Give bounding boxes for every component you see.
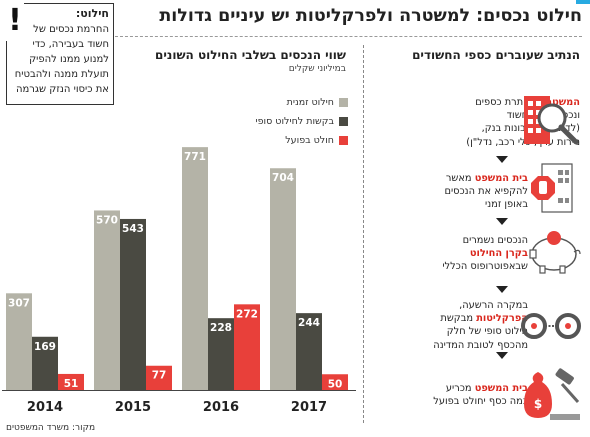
legend-item: חילוט זמנית xyxy=(250,93,348,112)
legend-swatch xyxy=(339,117,348,126)
bar-value-label: 307 xyxy=(8,297,30,309)
step-text-part: מבקשת xyxy=(440,313,477,325)
bar-value-label: 169 xyxy=(34,341,56,353)
flow-step-text: בית המשפט מכריע כמה כסף יחולט בפועל xyxy=(433,382,528,408)
flow-arrow-icon xyxy=(496,286,508,293)
legend-item: בקשות לחילוט סופי xyxy=(250,112,348,131)
flow-arrow-icon xyxy=(496,352,508,359)
legend-swatch xyxy=(339,98,348,107)
svg-text:$: $ xyxy=(534,397,542,411)
legend-label: חילוט זמנית xyxy=(286,97,334,108)
x-tick-label: 2014 xyxy=(27,400,63,415)
legend-swatch xyxy=(339,136,348,145)
definition-line: את כיסוי הנזק שגרמה xyxy=(15,84,109,95)
bar xyxy=(322,374,348,390)
bar xyxy=(6,293,32,390)
flow-step-text: במקרה הרשעה, הפרקליטות מבקשת חילוט סופי … xyxy=(433,299,528,352)
bar xyxy=(208,318,234,390)
definition-text: חילוט: החרמת נכסים של חשוד בעבירה, כדי ל… xyxy=(11,6,109,97)
bar-value-label: 570 xyxy=(96,214,118,226)
bar xyxy=(182,147,208,390)
bar-value-label: 543 xyxy=(122,223,144,235)
building-magnifier-icon xyxy=(524,96,579,145)
bar xyxy=(146,365,172,390)
bar xyxy=(32,336,58,390)
x-tick-label: 2016 xyxy=(203,400,239,415)
step-text-part: ניירות ערך, כלי רכב, נדל"ן) xyxy=(466,136,580,148)
piggy-bank-icon xyxy=(529,231,581,274)
legend-label: בקשות לחילוט סופי xyxy=(255,116,334,127)
step-text-part: מכריע xyxy=(445,383,475,394)
accent-bar xyxy=(576,0,590,4)
x-tick-label: 2017 xyxy=(291,400,327,415)
step-text-part: באופן זמני xyxy=(485,199,528,211)
definition-line: החרמת נכסים של xyxy=(33,24,109,35)
step-emphasis: המשטרה xyxy=(539,97,580,108)
step-text-part: שבאפוטרופוס הכללי xyxy=(442,261,528,273)
bar-value-label: 228 xyxy=(210,322,232,334)
bar xyxy=(58,373,84,390)
flow-step-text: בית המשפט מאשר להקפיא את הנכסים באופן זמ… xyxy=(444,172,528,212)
step-text-part: כמה כסף יחולט בפועל xyxy=(433,396,528,408)
source-note: מקור: משרד המשפטים xyxy=(6,423,96,433)
definition-label: חילוט: xyxy=(75,7,109,20)
page-title: חילוט נכסים: למשטרה ולפרקליטות יש עיניים… xyxy=(159,6,582,26)
step-text-part: מהכסף לטובת המדינה xyxy=(433,339,528,351)
definition-line: תועלת ממנה ולהבטיח xyxy=(14,69,109,80)
handcuffs-icon xyxy=(521,313,581,339)
definition-line: למנוע ממנו להפיק xyxy=(29,54,109,65)
gavel-moneybag-icon: $ xyxy=(524,368,580,420)
flow-arrow-icon xyxy=(496,156,508,163)
step-emphasis: בקרן החילוט xyxy=(469,248,528,260)
bar xyxy=(270,168,296,390)
bar xyxy=(234,304,260,390)
bar-value-label: 704 xyxy=(272,172,294,184)
bar xyxy=(120,218,146,390)
bar xyxy=(94,210,120,390)
step-text-part: להקפיא את הנכסים xyxy=(444,186,528,198)
step-emphasis: בית המשפט xyxy=(474,173,528,184)
step-text-part: חילוט סופי של חלק xyxy=(446,326,528,338)
step-emphasis: בית המשפט xyxy=(474,383,528,394)
exclamation-icon: ! xyxy=(6,3,24,41)
section-divider xyxy=(363,45,364,423)
title-divider xyxy=(110,36,582,37)
step-emphasis: הפרקליטות xyxy=(476,313,528,325)
definition-line: חשוד בעבירה, כדי xyxy=(32,39,109,50)
stop-hand-icon xyxy=(531,163,573,213)
bar-value-label: 50 xyxy=(328,378,343,390)
step-text-part: מאתרת כספים xyxy=(475,97,540,108)
bar-value-label: 771 xyxy=(184,151,206,163)
flow-title: הנתיב שעוברים כספי החשודים xyxy=(412,48,580,62)
chart-legend: חילוט זמנית בקשות לחילוט סופי חולט בפועל xyxy=(250,93,348,150)
chart-header: שווי הנכסים בשלבי החילוט השונים במיליוני… xyxy=(155,48,346,74)
chart-title: שווי הנכסים בשלבי החילוט השונים xyxy=(155,48,346,62)
flow-arrow-icon xyxy=(496,218,508,225)
flow-step-text: הנכסים נשמרים בקרן החילוט שבאפוטרופוס הכ… xyxy=(442,234,528,274)
step-text-part: במקרה הרשעה, xyxy=(459,300,528,311)
bar-value-label: 77 xyxy=(152,370,167,382)
bar xyxy=(296,313,322,390)
step-text-part: מאשר xyxy=(445,173,475,184)
legend-item: חולט בפועל xyxy=(250,131,348,150)
step-text-part: הנכסים נשמרים xyxy=(462,235,528,246)
definition-box: חילוט: החרמת נכסים של חשוד בעבירה, כדי ל… xyxy=(6,3,114,105)
bar-value-label: 51 xyxy=(64,378,79,390)
bar-value-label: 244 xyxy=(298,317,320,329)
bar-value-label: 272 xyxy=(236,308,258,320)
legend-label: חולט בפועל xyxy=(285,135,334,146)
x-tick-label: 2015 xyxy=(115,400,151,415)
chart-unit: במיליוני שקלים xyxy=(288,64,346,74)
